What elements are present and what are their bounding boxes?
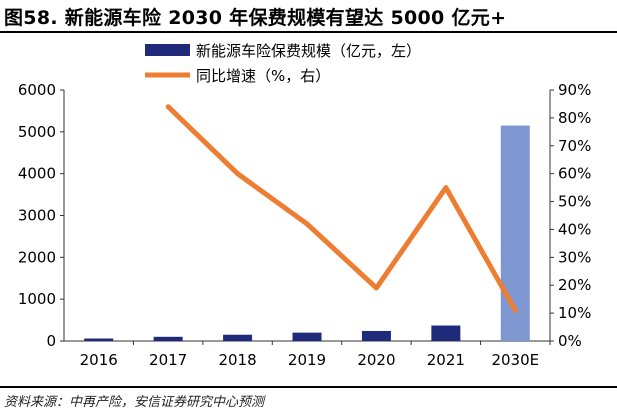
legend-bar-swatch [145, 44, 190, 56]
left-axis-tick-label: 3000 [18, 207, 56, 225]
legend-line-label: 同比增速（%，右） [196, 67, 330, 85]
left-axis-tick-label: 1000 [18, 290, 56, 308]
right-axis-tick-label: 80% [558, 109, 591, 127]
bar-2020 [361, 330, 391, 341]
bar-2021 [431, 325, 461, 341]
right-axis-tick-label: 50% [558, 193, 591, 211]
left-axis-tick-label: 6000 [18, 81, 56, 99]
bar-2018 [223, 334, 253, 341]
right-axis-tick-label: 10% [558, 304, 591, 322]
x-axis-tick-label: 2018 [218, 351, 256, 369]
chart-title: 图58. 新能源车险 2030 年保费规模有望达 5000 亿元+ [4, 7, 507, 29]
bottom-rule [0, 386, 617, 388]
growth-point-2019 [306, 222, 308, 225]
x-axis-tick-label: 2020 [357, 351, 395, 369]
right-axis-tick-label: 60% [558, 165, 591, 183]
x-axis-tick-label: 2021 [427, 351, 465, 369]
bar-2017 [153, 336, 183, 341]
right-axis-tick-label: 30% [558, 248, 591, 266]
growth-line [165, 104, 518, 313]
left-axis-tick-label: 0 [46, 332, 56, 350]
top-rule [0, 31, 617, 33]
growth-point-2018 [236, 172, 239, 175]
right-axis-tick-label: 90% [558, 81, 591, 99]
left-axis-tick-label: 2000 [18, 248, 56, 266]
x-axis-tick-label: 2016 [80, 351, 118, 369]
growth-point-2030E [514, 309, 517, 312]
right-axis-tick-label: 70% [558, 137, 591, 155]
legend-bar-label: 新能源车险保费规模（亿元，左） [196, 42, 421, 60]
left-axis-tick-label: 4000 [18, 165, 56, 183]
bar-2019 [292, 332, 322, 341]
bar-2016 [84, 338, 114, 341]
growth-point-2021 [444, 186, 447, 189]
growth-point-2020 [375, 287, 378, 290]
x-axis-tick-label: 2017 [149, 351, 187, 369]
right-axis-tick-label: 0% [558, 332, 582, 350]
source-note: 资料来源：中再产险，安信证券研究中心预测 [4, 395, 265, 410]
growth-point-2017 [167, 105, 170, 108]
x-axis-tick-label: 2019 [288, 351, 326, 369]
x-axis-tick-label: 2030E [491, 351, 539, 369]
right-axis-tick-label: 40% [558, 220, 591, 238]
right-axis-tick-label: 20% [558, 276, 591, 294]
left-axis-tick-label: 5000 [18, 123, 56, 141]
bar-2030E [500, 125, 530, 341]
